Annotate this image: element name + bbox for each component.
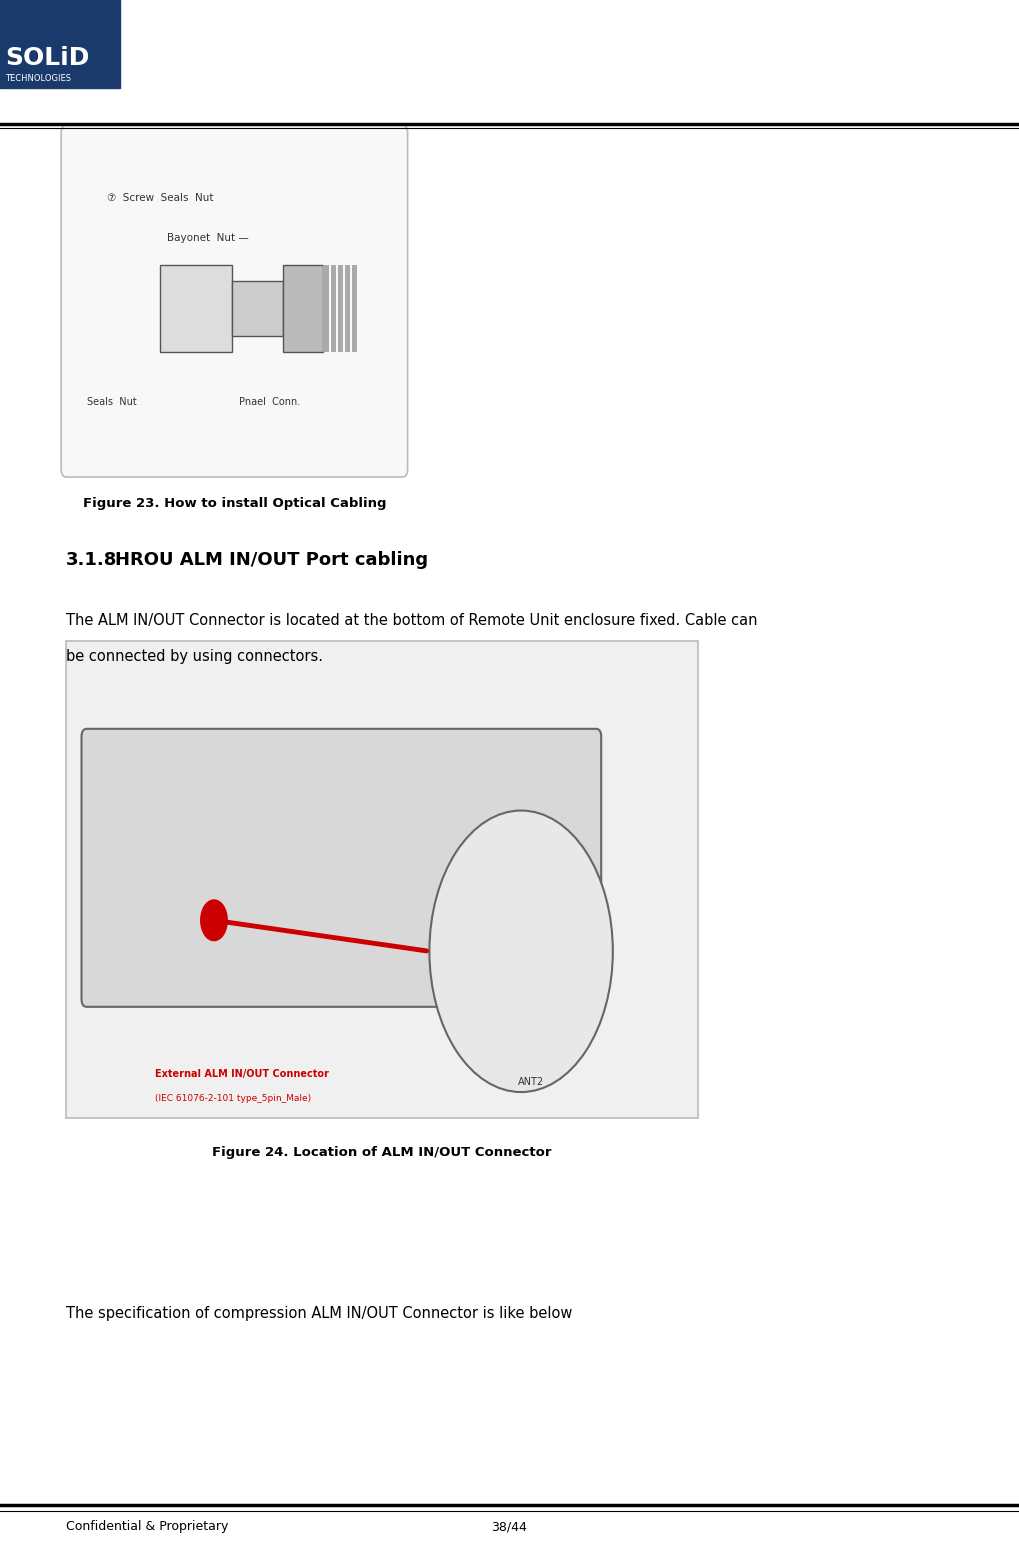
Text: Figure 23. How to install Optical Cabling: Figure 23. How to install Optical Cablin… [83,497,386,510]
FancyBboxPatch shape [61,125,408,477]
FancyBboxPatch shape [82,729,601,1007]
Text: be connected by using connectors.: be connected by using connectors. [66,649,323,665]
Text: Pnael  Conn.: Pnael Conn. [239,397,301,407]
Text: (IEC 61076-2-101 type_5pin_Male): (IEC 61076-2-101 type_5pin_Male) [155,1093,311,1103]
Text: SOLiD: SOLiD [5,45,90,70]
Text: HROU ALM IN/OUT Port cabling: HROU ALM IN/OUT Port cabling [115,551,428,569]
Ellipse shape [429,810,612,1092]
Text: ⑦  Screw  Seals  Nut: ⑦ Screw Seals Nut [107,194,213,203]
Bar [66,641,698,1118]
Circle shape [201,899,227,940]
Bar [160,266,231,352]
Text: Seals  Nut: Seals Nut [87,397,137,407]
Bar [344,266,350,352]
Text: 38/44: 38/44 [491,1520,528,1533]
Text: 3.1.8: 3.1.8 [66,551,117,569]
Text: Bayonet  Nut —: Bayonet Nut — [167,233,249,242]
Bar [330,266,335,352]
Text: Confidential & Proprietary: Confidential & Proprietary [66,1520,228,1533]
Bar [282,266,323,352]
Text: TECHNOLOGIES: TECHNOLOGIES [5,74,71,83]
Text: The specification of compression ALM IN/OUT Connector is like below: The specification of compression ALM IN/… [66,1306,573,1322]
Bar [337,266,342,352]
Bar [0,0,120,88]
Bar [323,266,328,352]
Text: The ALM IN/OUT Connector is located at the bottom of Remote Unit enclosure fixed: The ALM IN/OUT Connector is located at t… [66,613,758,629]
Bar [352,266,357,352]
Text: Figure 24. Location of ALM IN/OUT Connector: Figure 24. Location of ALM IN/OUT Connec… [212,1146,552,1159]
Text: ANT2: ANT2 [519,1078,544,1087]
Bar [231,282,282,336]
Text: External ALM IN/OUT Connector: External ALM IN/OUT Connector [155,1070,328,1079]
